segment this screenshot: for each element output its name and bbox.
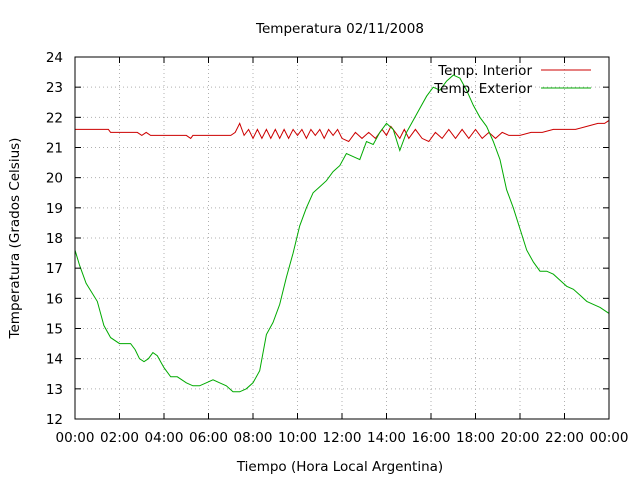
- legend-label-temp-interior: Temp. Interior: [437, 63, 532, 79]
- grid: [75, 57, 609, 419]
- x-axis-label: Tiempo (Hora Local Argentina): [236, 459, 443, 475]
- x-tick-label: 04:00: [145, 430, 184, 446]
- x-tick-label: 14:00: [367, 430, 406, 446]
- x-tick-label: 16:00: [412, 430, 451, 446]
- y-tick-label: 17: [46, 261, 63, 277]
- y-tick-label: 19: [46, 201, 63, 217]
- x-tick-label: 22:00: [545, 430, 584, 446]
- x-tick-label: 08:00: [234, 430, 273, 446]
- series-layer: [74, 74, 610, 393]
- x-tick-label: 20:00: [501, 430, 540, 446]
- y-tick-label: 20: [46, 171, 63, 187]
- y-axis-label: Temperatura (Grados Celsius): [7, 138, 23, 340]
- x-tick-label: 00:00: [590, 430, 629, 446]
- y-tick-label: 15: [46, 322, 63, 338]
- x-tick-label: 12:00: [323, 430, 362, 446]
- y-tick-label: 21: [46, 141, 63, 157]
- x-tick-label: 10:00: [278, 430, 317, 446]
- y-tick-label: 13: [46, 382, 63, 398]
- y-tick-label: 22: [46, 110, 63, 126]
- x-tick-label: 18:00: [456, 430, 495, 446]
- y-tick-label: 24: [46, 50, 63, 66]
- ticks: [74, 56, 610, 420]
- y-tick-label: 18: [46, 231, 63, 247]
- y-tick-label: 14: [46, 352, 63, 368]
- series-line-temp-exterior: [74, 74, 610, 393]
- y-tick-label: 16: [46, 291, 63, 307]
- y-tick-label: 23: [46, 80, 63, 96]
- legend: Temp. Interior Temp. Exterior: [433, 63, 591, 97]
- x-tick-label: 02:00: [100, 430, 139, 446]
- legend-label-temp-exterior: Temp. Exterior: [433, 81, 532, 97]
- tick-labels: 00:00 02:00 04:00 06:00 08:00 10:00 12:00 14:00…: [46, 50, 629, 446]
- x-tick-label: 00:00: [56, 430, 95, 446]
- series-line-temp-interior: [75, 119, 610, 143]
- chart-title: Temperatura 02/11/2008: [255, 21, 424, 37]
- y-tick-label: 12: [46, 412, 63, 428]
- x-tick-label: 06:00: [189, 430, 228, 446]
